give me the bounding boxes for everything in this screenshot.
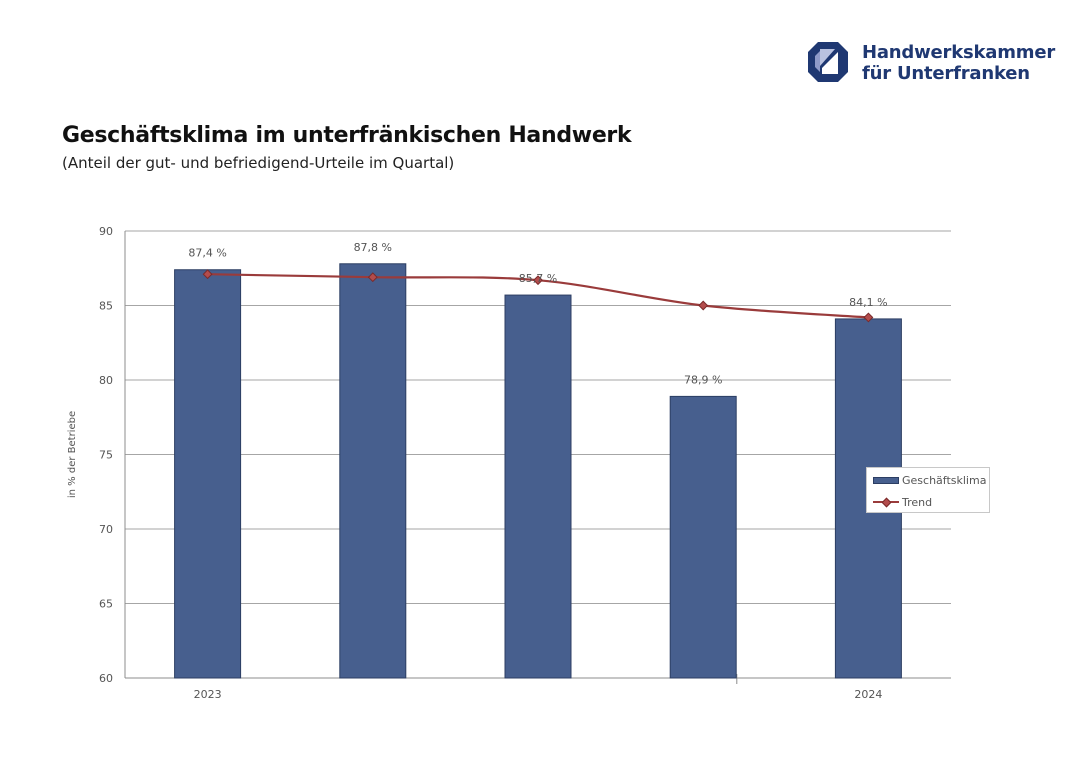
logo-line-2: für Unterfranken (862, 63, 1030, 84)
y-tick-label: 75 (99, 449, 113, 462)
chart-subtitle: (Anteil der gut- und befriedigend-Urteil… (62, 154, 455, 172)
y-tick-label: 70 (99, 523, 113, 536)
trend-point (202, 269, 213, 280)
logo: Handwerkskammer für Unterfranken (808, 42, 1055, 86)
bar (669, 395, 737, 679)
logo-text: Handwerkskammer für Unterfranken (862, 42, 1055, 84)
legend-swatch-line (873, 497, 899, 507)
y-tick-label: 60 (99, 672, 113, 685)
legend-item-geschaeftsklima: Geschäftsklima (873, 473, 986, 487)
x-year-label: 2024 (854, 688, 882, 701)
data-label: 84,1 % (849, 296, 887, 309)
x-year-label: 2023 (194, 688, 222, 701)
y-tick-label: 65 (99, 598, 113, 611)
y-tick-label: 80 (99, 374, 113, 387)
bar (339, 263, 407, 679)
legend-label: Trend (902, 495, 933, 509)
chart-title: Geschäftsklima im unterfränkischen Handw… (62, 123, 632, 148)
y-tick-label: 90 (99, 225, 113, 238)
trend-point (533, 275, 543, 286)
data-label: 85,7 % (519, 272, 557, 285)
legend-label: Geschäftsklima (902, 473, 987, 487)
legend-item-trend: Trend (873, 495, 932, 509)
y-tick-label: 85 (99, 300, 113, 313)
legend: Geschäftsklima Trend (866, 467, 990, 513)
trend-point (698, 300, 709, 311)
y-axis-label: in % der Betriebe (67, 411, 78, 498)
data-label: 87,4 % (188, 247, 226, 260)
legend-swatch-bar (873, 476, 899, 484)
trend-point (367, 272, 378, 283)
data-label: 78,9 % (684, 373, 722, 386)
handwerkskammer-logo-icon (808, 42, 848, 82)
logo-line-1: Handwerkskammer (862, 42, 1056, 63)
bar (504, 294, 572, 679)
trend-point (863, 312, 874, 323)
bar (174, 269, 242, 679)
data-label: 87,8 % (354, 241, 392, 254)
